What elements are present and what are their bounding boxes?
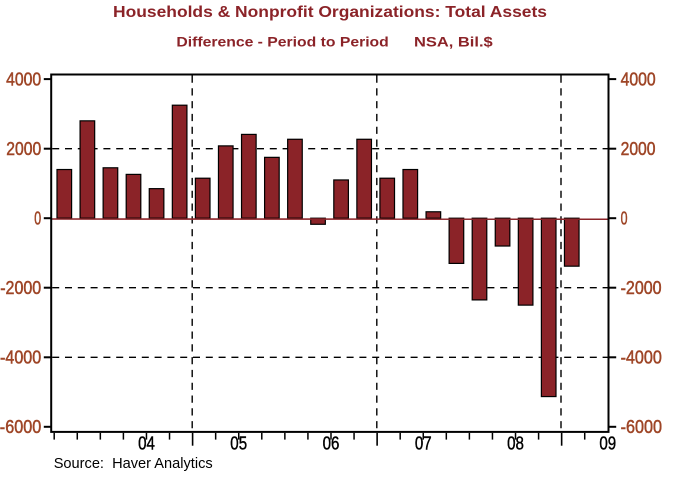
svg-text:4000: 4000 bbox=[621, 69, 656, 89]
svg-text:-2000: -2000 bbox=[621, 278, 662, 298]
svg-text:07: 07 bbox=[415, 434, 432, 454]
svg-text:Source: Haver Analytics: Source: Haver Analytics bbox=[54, 455, 213, 472]
svg-text:NSA, Bil.$: NSA, Bil.$ bbox=[414, 34, 493, 50]
svg-text:09: 09 bbox=[599, 434, 616, 454]
svg-text:2000: 2000 bbox=[621, 139, 656, 159]
svg-text:0: 0 bbox=[621, 209, 628, 229]
svg-text:-4000: -4000 bbox=[621, 348, 662, 368]
svg-text:2000: 2000 bbox=[6, 139, 41, 159]
svg-text:4000: 4000 bbox=[6, 69, 41, 89]
svg-text:08: 08 bbox=[507, 434, 524, 454]
svg-text:0: 0 bbox=[34, 209, 41, 229]
svg-text:-6000: -6000 bbox=[621, 417, 662, 437]
svg-text:Difference - Period to Period: Difference - Period to Period bbox=[176, 34, 388, 50]
svg-text:-6000: -6000 bbox=[0, 417, 41, 437]
svg-text:-4000: -4000 bbox=[0, 348, 41, 368]
svg-text:-2000: -2000 bbox=[0, 278, 41, 298]
svg-text:06: 06 bbox=[323, 434, 340, 454]
svg-text:04: 04 bbox=[138, 434, 155, 454]
svg-text:Households & Nonprofit Organiz: Households & Nonprofit Organizations: To… bbox=[113, 4, 547, 21]
svg-text:05: 05 bbox=[230, 434, 247, 454]
